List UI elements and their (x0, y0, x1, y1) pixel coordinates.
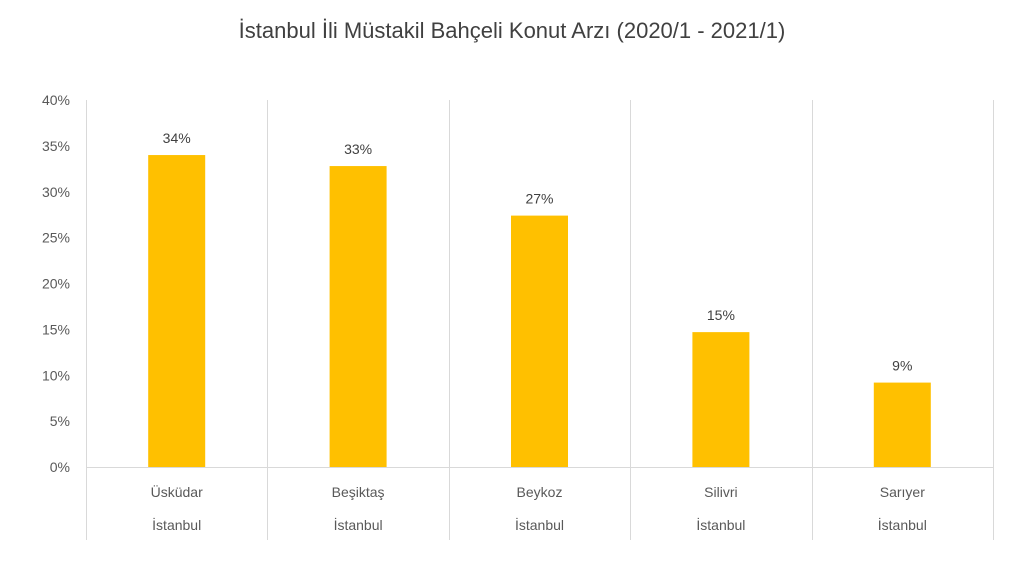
x-category-label: Silivri (704, 484, 737, 500)
x-category-label: Beşiktaş (332, 484, 385, 500)
y-tick-label: 30% (42, 184, 70, 200)
data-label: 9% (892, 358, 912, 374)
x-group-label: İstanbul (515, 516, 564, 533)
y-tick-label: 20% (42, 276, 70, 292)
x-group-label: İstanbul (696, 516, 745, 533)
y-tick-label: 15% (42, 321, 70, 337)
y-tick-label: 25% (42, 230, 70, 246)
x-group-label: İstanbul (334, 516, 383, 533)
y-tick-label: 10% (42, 367, 70, 383)
y-tick-label: 0% (50, 459, 70, 475)
data-label: 33% (344, 141, 372, 157)
bar (511, 215, 568, 467)
x-category-label: Beykoz (517, 484, 563, 500)
bar (692, 332, 750, 467)
chart-title: İstanbul İli Müstakil Bahçeli Konut Arzı… (238, 18, 786, 43)
x-category-label: Sarıyer (880, 484, 925, 500)
y-tick-label: 35% (42, 138, 70, 154)
y-tick-label: 5% (50, 413, 70, 429)
bar (148, 155, 206, 468)
y-tick-label: 40% (42, 92, 70, 108)
data-label: 15% (707, 307, 735, 323)
data-label: 34% (163, 130, 191, 146)
bar (873, 382, 931, 467)
x-group-label: İstanbul (878, 516, 927, 533)
bar (329, 166, 387, 467)
data-label: 27% (525, 191, 553, 207)
x-category-label: Üsküdar (151, 483, 203, 500)
x-group-label: İstanbul (152, 516, 201, 533)
